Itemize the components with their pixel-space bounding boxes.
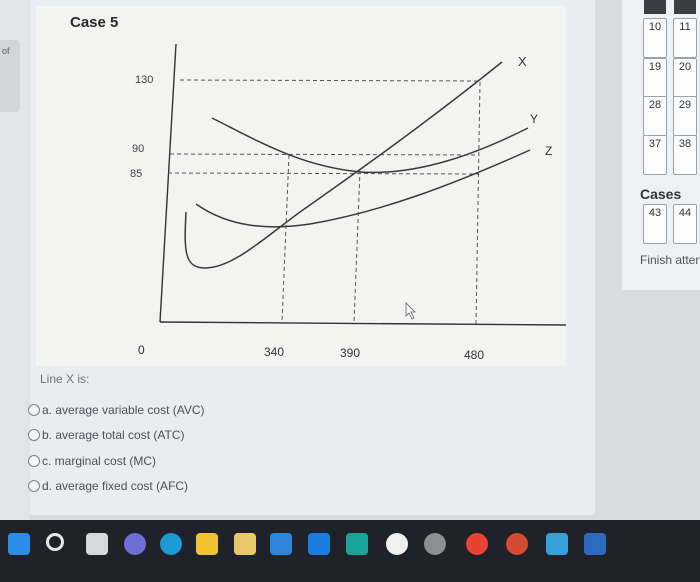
nav-box-44[interactable]: 44: [673, 204, 697, 244]
curve-x: [184, 61, 503, 269]
option-c-label: c. marginal cost (MC): [42, 454, 157, 468]
edge-icon[interactable]: [160, 533, 182, 555]
option-b-label: b. average total cost (ATC): [42, 428, 185, 442]
windows-start-icon[interactable]: [8, 533, 30, 555]
nav-box-20[interactable]: 20: [673, 58, 697, 98]
guide-390: [353, 169, 361, 324]
word-icon[interactable]: [584, 533, 606, 555]
teams-icon[interactable]: [124, 533, 146, 555]
radio-a[interactable]: [28, 404, 40, 416]
nav-box-19[interactable]: 19: [643, 58, 667, 98]
nav-box-10[interactable]: 10: [643, 18, 667, 58]
guide-130: [179, 79, 481, 82]
cases-section-title: Cases: [640, 186, 682, 202]
store-icon[interactable]: [234, 533, 256, 555]
curve-label-x: X: [518, 54, 527, 69]
left-collapsed-tab[interactable]: [0, 40, 20, 112]
y-tick-130: 130: [135, 74, 153, 86]
mail-icon[interactable]: [270, 533, 292, 555]
file-explorer-icon[interactable]: [196, 533, 218, 555]
x-tick-480: 480: [464, 348, 484, 362]
cost-curves-chart: 130 90 85 0 340 390 480 X Y Z: [130, 43, 567, 362]
guide-90: [169, 153, 479, 156]
option-b[interactable]: b. average total cost (ATC): [28, 428, 185, 442]
guide-480: [475, 81, 481, 325]
y-axis: [159, 43, 177, 323]
option-a-label: a. average variable cost (AVC): [42, 403, 205, 417]
mouse-cursor-icon: [405, 302, 416, 320]
dropbox-icon[interactable]: [308, 533, 330, 555]
settings-icon[interactable]: [424, 533, 446, 555]
finish-attempt-link[interactable]: Finish atter: [640, 253, 700, 267]
y-tick-85: 85: [130, 168, 142, 180]
chrome-icon[interactable]: [466, 533, 488, 555]
radio-b[interactable]: [28, 429, 40, 441]
task-view-icon[interactable]: [86, 533, 108, 555]
curve-label-z: Z: [545, 144, 552, 158]
nav-box-top-dark-2[interactable]: [674, 0, 696, 14]
nav-box-43[interactable]: 43: [643, 204, 667, 244]
guide-85: [167, 172, 479, 175]
option-d-label: d. average fixed cost (AFC): [42, 479, 189, 493]
option-d[interactable]: d. average fixed cost (AFC): [28, 479, 188, 493]
chrome-profile-icon[interactable]: [506, 533, 528, 555]
radio-c[interactable]: [28, 455, 40, 467]
figure-area: [36, 6, 566, 366]
guide-340: [281, 154, 290, 323]
nav-box-29[interactable]: 29: [673, 96, 697, 136]
nav-box-28[interactable]: 28: [643, 96, 667, 136]
x-tick-390: 390: [340, 346, 360, 360]
photos-icon[interactable]: [546, 533, 568, 555]
option-a[interactable]: a. average variable cost (AVC): [28, 403, 205, 417]
x-tick-0: 0: [138, 343, 145, 357]
nav-box-11[interactable]: 11: [673, 18, 697, 58]
case-title: Case 5: [70, 14, 119, 31]
question-prompt: Line X is:: [40, 372, 90, 386]
x-tick-340: 340: [264, 345, 284, 359]
curve-label-y: Y: [530, 112, 538, 126]
option-c[interactable]: c. marginal cost (MC): [28, 454, 156, 468]
curve-y: [211, 117, 529, 174]
nav-box-37[interactable]: 37: [643, 135, 667, 175]
left-tab-text: of: [2, 46, 10, 56]
monitor-icon[interactable]: [346, 533, 368, 555]
curve-z: [195, 149, 531, 228]
app-circle-icon[interactable]: [386, 533, 408, 555]
search-icon[interactable]: [46, 533, 64, 551]
y-tick-90: 90: [132, 143, 144, 155]
radio-d[interactable]: [28, 480, 40, 492]
x-axis: [159, 321, 567, 326]
nav-box-38[interactable]: 38: [673, 135, 697, 175]
nav-box-top-dark-1[interactable]: [644, 0, 666, 14]
